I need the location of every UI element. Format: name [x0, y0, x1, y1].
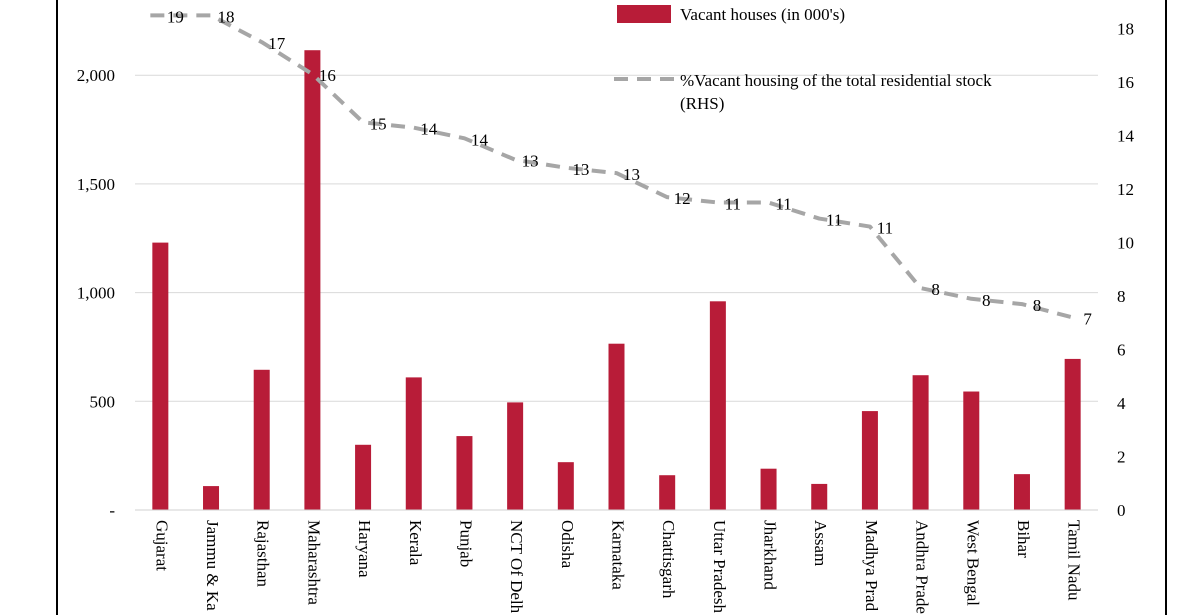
bar-11: [709, 301, 726, 510]
category-label-13: Assam: [811, 520, 830, 566]
legend-line-label: %Vacant housing of the total residential…: [680, 71, 996, 113]
category-label-12: Jharkhand: [761, 520, 780, 590]
right-axis-tick-label: 18: [1117, 20, 1134, 39]
category-label-15: Andhra Prade: [913, 520, 932, 614]
right-axis-tick-label: 8: [1117, 287, 1126, 306]
left-axis-tick-label: 1,500: [77, 175, 115, 194]
category-label-2: Rajasthan: [254, 520, 273, 588]
line-data-label-10: 12: [674, 189, 691, 208]
bar-9: [608, 343, 625, 510]
bar-series: [152, 50, 1081, 510]
left-axis-tick-label: -: [109, 501, 115, 520]
left-axis-tick-label: 500: [90, 392, 116, 411]
category-label-11: Uttar Pradesh: [710, 520, 729, 614]
line-data-label-6: 14: [471, 130, 489, 149]
right-axis-tick-label: 10: [1117, 234, 1134, 253]
left-axis: - 500 1,000 1,500 2,000: [77, 66, 116, 520]
line-data-label-0: 19: [167, 7, 184, 26]
line-data-label-1: 18: [218, 7, 235, 26]
category-label-0: Gujarat: [152, 520, 171, 571]
bar-16: [963, 391, 980, 510]
category-label-6: Punjab: [456, 520, 475, 567]
bar-15: [912, 375, 929, 510]
bar-3: [304, 50, 321, 510]
line-data-label-15: 8: [931, 280, 940, 299]
line-data-label-13: 11: [826, 211, 842, 230]
line-data-label-12: 11: [775, 195, 791, 214]
legend-bar-label: Vacant houses (in 000's): [680, 5, 845, 24]
line-data-label-9: 13: [623, 165, 640, 184]
bar-1: [203, 486, 220, 510]
right-axis-tick-label: 14: [1117, 127, 1135, 146]
left-axis-tick-label: 2,000: [77, 66, 115, 85]
line-data-label-2: 17: [268, 34, 286, 53]
category-label-8: Odisha: [558, 520, 577, 569]
bar-10: [659, 475, 676, 510]
right-axis-tick-label: 2: [1117, 448, 1126, 467]
rhs-line-series: [150, 13, 1074, 320]
bar-14: [861, 411, 878, 510]
legend-bar-swatch: [617, 5, 671, 23]
right-axis-tick-label: 0: [1117, 501, 1126, 520]
bar-2: [253, 369, 270, 510]
bar-12: [760, 468, 777, 510]
line-data-label-17: 8: [1033, 296, 1042, 315]
category-label-4: Haryana: [355, 520, 374, 578]
line-data-label-5: 14: [420, 120, 438, 139]
category-label-14: Madhya Prad: [862, 520, 881, 612]
bar-0: [152, 242, 169, 510]
line-data-label-18: 7: [1083, 309, 1092, 328]
category-label-17: Bihar: [1014, 520, 1033, 558]
bar-4: [355, 444, 372, 510]
legend-line-label-line2: (RHS): [680, 94, 724, 113]
line-data-label-4: 15: [370, 114, 387, 133]
bar-5: [405, 377, 422, 510]
category-label-9: Karnataka: [609, 520, 628, 590]
right-axis-tick-label: 6: [1117, 341, 1126, 360]
bar-17: [1013, 474, 1030, 510]
bar-7: [507, 402, 524, 510]
category-label-5: Kerala: [406, 520, 425, 566]
category-labels: Gujarat Jammu & Ka Rajasthan Maharashtra Har…: [152, 520, 1083, 614]
line-data-label-8: 13: [572, 160, 589, 179]
category-label-3: Maharashtra: [304, 520, 323, 605]
right-axis-tick-label: 4: [1117, 394, 1126, 413]
line-data-label-16: 8: [982, 291, 991, 310]
line-data-label-7: 13: [522, 152, 539, 171]
category-label-10: Chattisgarh: [659, 520, 678, 599]
line-data-label-3: 16: [319, 66, 336, 85]
bar-6: [456, 436, 473, 510]
bar-8: [557, 462, 574, 510]
category-label-18: Tamil Nadu: [1065, 520, 1084, 601]
category-label-7: NCT Of Delh: [507, 520, 526, 614]
bar-18: [1064, 358, 1081, 510]
legend: Vacant houses (in 000's) %Vacant housing…: [614, 5, 996, 113]
line-data-label-11: 11: [725, 195, 741, 214]
right-axis-tick-label: 12: [1117, 180, 1134, 199]
line-data-labels: 19 18 17 16 15 14 14 13 13 13 12 11 11 11 11 8 8 8 7: [167, 7, 1093, 328]
legend-line-label-line1: %Vacant housing of the total residential…: [680, 71, 992, 90]
bar-13: [811, 483, 828, 510]
category-label-16: West Bengal: [963, 520, 982, 606]
right-axis: 0 2 4 6 8 10 12 14 16 18: [1117, 20, 1135, 520]
right-axis-tick-label: 16: [1117, 73, 1134, 92]
line-data-label-14: 11: [877, 219, 893, 238]
category-label-1: Jammu & Ka: [203, 520, 222, 611]
left-axis-tick-label: 1,000: [77, 284, 115, 303]
